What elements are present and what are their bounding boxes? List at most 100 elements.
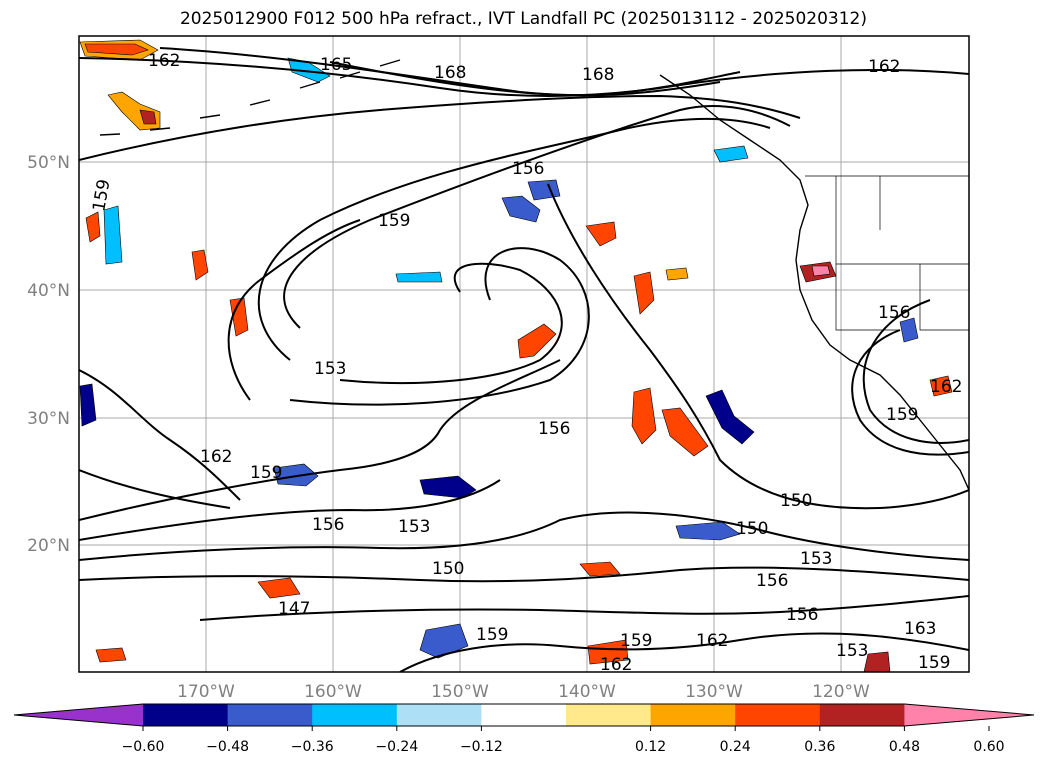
contour-label: 162 — [600, 655, 632, 675]
anomaly-blob — [705, 389, 755, 445]
colorbar-tick-label: −0.24 — [375, 739, 418, 755]
colorbar: −0.60 −0.48 −0.36 −0.24 −0.12 0.12 0.24 0.36 0.4… — [13, 703, 1035, 755]
contour-label: 153 — [836, 641, 868, 661]
contour-label: 150 — [432, 559, 464, 579]
contour-label: 156 — [512, 159, 544, 179]
contour-label: 168 — [434, 63, 466, 83]
anomaly-blob — [863, 651, 891, 672]
contour-label: 159 — [620, 631, 652, 651]
contour-line — [862, 299, 969, 444]
contour-label: 159 — [918, 653, 950, 673]
anomaly-blob — [713, 145, 749, 163]
anomaly-blob — [139, 109, 157, 125]
colorbar-segment — [481, 704, 567, 726]
state-lines — [835, 176, 969, 331]
anomaly-blob — [929, 375, 953, 397]
contour-label: 153 — [398, 517, 430, 537]
anomaly-blob — [675, 521, 741, 541]
contour-label: 156 — [878, 303, 910, 323]
contour-line — [79, 369, 241, 501]
colorbar-tick-label: 0.12 — [635, 739, 666, 755]
colorbar-segment — [566, 704, 652, 726]
contour-label: 156 — [538, 419, 570, 439]
anomaly-blob — [191, 249, 209, 281]
contour-line — [79, 57, 969, 97]
contour-label: 159 — [476, 625, 508, 645]
anomaly-blob — [79, 383, 97, 427]
anomaly-blob — [229, 297, 249, 337]
colorbar-tick-label: 0.48 — [889, 739, 920, 755]
aleutian-islands — [99, 59, 401, 136]
lon-label: 160°W — [304, 682, 362, 702]
anomaly-blob — [95, 647, 127, 663]
lon-label: 170°W — [177, 682, 235, 702]
colorbar-tick-label: 0.60 — [973, 739, 1004, 755]
contour-label: 156 — [786, 605, 818, 625]
lon-label: 140°W — [558, 682, 616, 702]
lat-label: 30°N — [27, 409, 70, 429]
lat-labels: 50°N 40°N 30°N 20°N — [27, 153, 70, 556]
contour-label: 168 — [582, 65, 614, 85]
colorbar-segment — [650, 704, 736, 726]
contour-line — [79, 511, 969, 561]
colorbar-segment — [819, 704, 905, 726]
colorbar-segment — [143, 704, 229, 726]
anomaly-blob — [661, 407, 709, 457]
contour-line — [399, 632, 969, 672]
anomaly-blob — [85, 211, 101, 243]
contour-label: 153 — [314, 359, 346, 379]
colorbar-segment — [396, 704, 482, 726]
colorbar-tick-label: −0.60 — [122, 739, 165, 755]
contour-label: 153 — [800, 549, 832, 569]
anomaly-blob — [585, 221, 617, 247]
lat-label: 40°N — [27, 281, 70, 301]
contour-line — [79, 469, 231, 509]
figure-title: 2025012900 F012 500 hPa refract., IVT La… — [179, 9, 867, 29]
contour-label: 156 — [312, 515, 344, 535]
colorbar-extend-min — [14, 704, 143, 726]
anomaly-blob — [501, 195, 541, 223]
contour-line — [199, 595, 969, 621]
colorbar-segment — [735, 704, 821, 726]
contour-label: 162 — [930, 377, 962, 397]
colorbar-tick-label: 0.36 — [804, 739, 835, 755]
contour-line — [79, 94, 801, 161]
anomaly-blob — [395, 271, 443, 283]
anomaly-blob — [899, 317, 919, 343]
lat-label: 20°N — [27, 536, 70, 556]
colorbar-tick-label: −0.36 — [291, 739, 334, 755]
anomaly-blob — [527, 179, 561, 201]
contour-line — [79, 566, 969, 583]
contour-label: 162 — [200, 447, 232, 467]
contour-label: 163 — [904, 619, 936, 639]
contour-label: 162 — [868, 57, 900, 77]
colorbar-tick-label: −0.48 — [206, 739, 249, 755]
shaded-anomalies — [79, 39, 953, 672]
lon-label: 130°W — [685, 682, 743, 702]
colorbar-tick-label: 0.24 — [720, 739, 751, 755]
contour-line — [329, 61, 741, 97]
contour-label: 162 — [148, 51, 180, 71]
contour-line — [79, 479, 501, 541]
contour-line — [289, 247, 590, 406]
anomaly-blob — [517, 323, 557, 359]
contour-label: 150 — [736, 519, 768, 539]
colorbar-segment — [312, 704, 398, 726]
contour-line — [547, 183, 969, 510]
anomaly-blob — [633, 271, 655, 315]
anomaly-blob — [257, 577, 301, 599]
anomaly-blob — [665, 267, 689, 281]
anomaly-blob — [631, 387, 657, 445]
colorbar-extend-max — [904, 704, 1034, 726]
lat-label: 50°N — [27, 153, 70, 173]
contour-label: 165 — [320, 55, 352, 75]
map-area: 162 165 168 168 162 159 156 159 153 156 … — [78, 35, 970, 675]
anomaly-blob — [811, 265, 831, 277]
anomaly-blob — [103, 205, 123, 265]
map-frame — [78, 35, 970, 673]
contour-label: 159 — [886, 405, 918, 425]
colorbar-segment — [227, 704, 313, 726]
contour-line — [79, 359, 561, 521]
contour-line — [257, 117, 771, 361]
